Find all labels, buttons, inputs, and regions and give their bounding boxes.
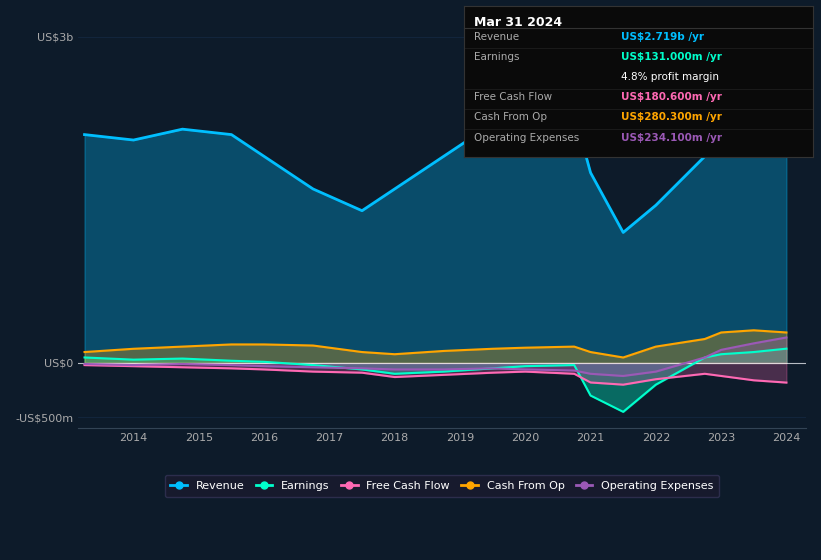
Text: US$131.000m /yr: US$131.000m /yr (621, 52, 722, 62)
Text: Mar 31 2024: Mar 31 2024 (475, 16, 562, 29)
Legend: Revenue, Earnings, Free Cash Flow, Cash From Op, Operating Expenses: Revenue, Earnings, Free Cash Flow, Cash … (165, 475, 719, 497)
Text: Free Cash Flow: Free Cash Flow (475, 92, 553, 102)
Text: Cash From Op: Cash From Op (475, 113, 548, 123)
Text: US$180.600m /yr: US$180.600m /yr (621, 92, 722, 102)
Text: US$2.719b /yr: US$2.719b /yr (621, 32, 704, 42)
Text: Revenue: Revenue (475, 32, 520, 42)
Text: US$234.100m /yr: US$234.100m /yr (621, 133, 722, 143)
Text: 4.8% profit margin: 4.8% profit margin (621, 72, 719, 82)
Text: US$280.300m /yr: US$280.300m /yr (621, 113, 722, 123)
Text: Earnings: Earnings (475, 52, 520, 62)
Text: Operating Expenses: Operating Expenses (475, 133, 580, 143)
